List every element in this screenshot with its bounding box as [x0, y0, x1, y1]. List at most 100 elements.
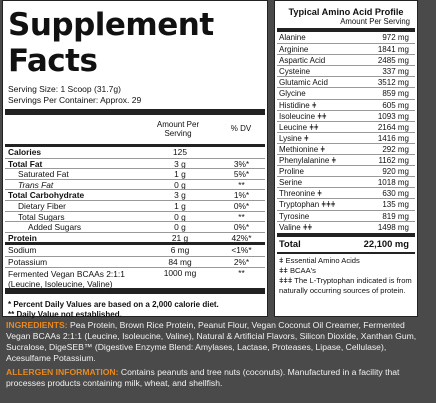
amino-acid-row: Phenylalanine ǂ 1162 mg: [277, 154, 415, 165]
amino-acid-subtitle: Amount Per Serving: [340, 17, 410, 26]
amino-acid-value: 337 mg: [382, 67, 409, 77]
amino-acid-label: Glycine: [279, 89, 306, 99]
footnote-not-established: ** Daily Value not established.: [8, 309, 122, 319]
amino-acid-label: Alanine: [279, 33, 306, 42]
amino-acid-row: Tryptophan ǂǂǂ 135 mg: [277, 198, 415, 209]
footnote-percent-dv: * Percent Daily Values are based on a 2,…: [8, 299, 219, 309]
nutrient-label: Total Carbohydrate: [8, 190, 85, 201]
amino-note-tryptophan: ǂǂǂ The L-Tryptophan indicated is from n…: [279, 275, 412, 295]
amino-acid-value: 1162 mg: [378, 156, 409, 166]
amino-acid-list: Alanine 972 mg Arginine 1841 mg Aspartic Aci…: [275, 32, 417, 232]
amino-acid-label: Proline: [279, 167, 304, 177]
amino-acid-row: Glycine 859 mg: [277, 87, 415, 98]
header-divider: [5, 144, 265, 147]
nutrient-dv: 0%*: [233, 200, 250, 211]
nutrient-dv: **: [238, 267, 245, 278]
nutrient-dv: 3%*: [233, 158, 250, 169]
amino-acid-row: Lysine ǂ 1416 mg: [277, 131, 415, 143]
protein-divider: [5, 242, 265, 246]
nutrient-dv: 0%*: [233, 222, 250, 233]
amount-header-line2: Serving: [164, 129, 192, 138]
amino-total-value: 22,100 mg: [363, 237, 409, 249]
amino-acid-row: Glutamic Acid 3512 mg: [277, 76, 415, 87]
amino-acid-value: 1841 mg: [377, 45, 409, 55]
amino-acid-label: Glutamic Acid: [279, 78, 328, 88]
nutrient-row-bcaas: Fermented Vegan BCAAs 2:1:1 (Leucine, Is…: [5, 266, 265, 289]
amino-acid-label: Valine ǂǂ: [279, 222, 313, 232]
nutrient-dv: **: [238, 179, 245, 190]
amino-acid-label: Serine: [279, 178, 303, 188]
nutrient-label: Potassium: [8, 256, 48, 267]
nutrient-label: Added Sugars: [28, 222, 82, 233]
amino-acid-label: Cysteine: [279, 67, 311, 77]
amino-acid-row: Cysteine 337 mg: [277, 65, 415, 76]
nutrient-dv: 42%*: [231, 232, 252, 243]
supplement-facts-title: Supplement Facts: [8, 7, 214, 79]
nutrient-row-total-fat: Total Fat 3 g 3%*: [5, 157, 265, 169]
amino-acid-label: Isoleucine ǂǂ: [279, 111, 327, 121]
nutrient-row-dietary-fiber: Dietary Fiber 1 g 0%*: [5, 199, 265, 211]
nutrient-row-trans-fat: Trans Fat 0 g **: [5, 178, 265, 190]
nutrient-value: 1000 mg: [163, 267, 197, 278]
amino-acid-row: Aspartic Acid 2485 mg: [277, 54, 415, 65]
amino-acid-value: 2164 mg: [377, 122, 409, 132]
nutrient-value: 125: [173, 147, 187, 157]
amino-acid-value: 972 mg: [382, 33, 409, 42]
nutrient-value: 0 g: [174, 211, 186, 222]
allergen-text: Contains peanuts and tree nuts (coconuts…: [6, 367, 400, 388]
amino-acid-value: 135 mg: [382, 200, 409, 210]
amino-thick-divider: [277, 28, 415, 32]
nutrient-row-sodium: Sodium 6 mg <1%*: [5, 245, 265, 256]
nutrient-row-total-sugars: Total Sugars 0 g **: [5, 210, 265, 222]
amino-acid-label: Arginine: [279, 45, 309, 55]
amino-total-divider: [277, 232, 415, 237]
amount-per-serving-header: Amount Per Serving: [143, 120, 213, 138]
ingredients-text: Pea Protein, Brown Rice Protein, Peanut …: [6, 320, 417, 363]
nutrient-value: 21 g: [171, 232, 189, 243]
nutrient-label: Saturated Fat: [18, 169, 69, 180]
amino-acid-row: Proline 920 mg: [277, 165, 415, 176]
nutrient-row-potassium: Potassium 84 mg 2%*: [5, 255, 265, 267]
nutrient-value: 3 g: [174, 158, 186, 169]
amino-acid-value: 920 mg: [382, 167, 409, 177]
thick-divider-bottom: [5, 287, 265, 294]
nutrient-label: Fermented Vegan BCAAs 2:1:1 (Leucine, Is…: [8, 269, 125, 289]
amino-acid-label: Histidine ǂ: [279, 100, 317, 110]
amino-acid-value: 1498 mg: [377, 222, 409, 232]
dv-header: % DV: [230, 124, 252, 133]
amino-acid-label: Tryptophan ǂǂǂ: [279, 200, 336, 210]
nutrient-label: Total Fat: [8, 158, 43, 169]
nutrient-row-saturated-fat: Saturated Fat 1 g 5%*: [5, 168, 265, 179]
amino-note-bcaa: ǂǂ BCAA's: [279, 265, 316, 275]
amino-acid-row: Alanine 972 mg: [277, 32, 415, 43]
amino-acid-row: Tyrosine 819 mg: [277, 209, 415, 221]
nutrient-value: 1 g: [174, 169, 186, 180]
nutrient-label: Sodium: [8, 245, 37, 256]
amino-acid-label: Threonine ǂ: [279, 189, 322, 199]
amino-acid-value: 819 mg: [382, 211, 409, 221]
amino-acid-title: Typical Amino Acid Profile: [288, 7, 404, 17]
amino-notes-divider: [277, 251, 415, 254]
nutrient-dv: <1%*: [231, 245, 252, 256]
nutrient-dv: 1%*: [233, 190, 250, 201]
amino-total-label: Total: [279, 237, 301, 249]
nutrient-value: 0 g: [174, 222, 186, 233]
amino-acid-value: 859 mg: [382, 89, 409, 99]
nutrient-dv: 5%*: [233, 169, 250, 180]
serving-size: Serving Size: 1 Scoop (31.7g): [8, 84, 121, 94]
ingredients-section: INGREDIENTS: Pea Protein, Brown Rice Pro…: [6, 320, 430, 364]
amino-acid-value: 1093 mg: [377, 111, 409, 121]
nutrient-label: Total Sugars: [18, 211, 65, 222]
amino-acid-row: Histidine ǂ 605 mg: [277, 98, 415, 110]
nutrient-value: 0 g: [174, 179, 186, 190]
amino-acid-value: 605 mg: [382, 100, 409, 110]
amino-acid-row: Arginine 1841 mg: [277, 43, 415, 54]
nutrient-value: 1 g: [174, 200, 186, 211]
allergen-section: ALLERGEN INFORMATION: Contains peanuts a…: [6, 367, 430, 389]
nutrient-dv: **: [238, 211, 245, 222]
supplement-facts-panel: Supplement Facts Serving Size: 1 Scoop (…: [2, 0, 268, 319]
ingredients-label: INGREDIENTS:: [6, 320, 68, 330]
amino-acid-panel: Typical Amino Acid Profile Amount Per Se…: [274, 0, 418, 317]
amino-acid-label: Lysine ǂ: [279, 133, 309, 143]
amino-acid-row: Serine 1018 mg: [277, 176, 415, 187]
